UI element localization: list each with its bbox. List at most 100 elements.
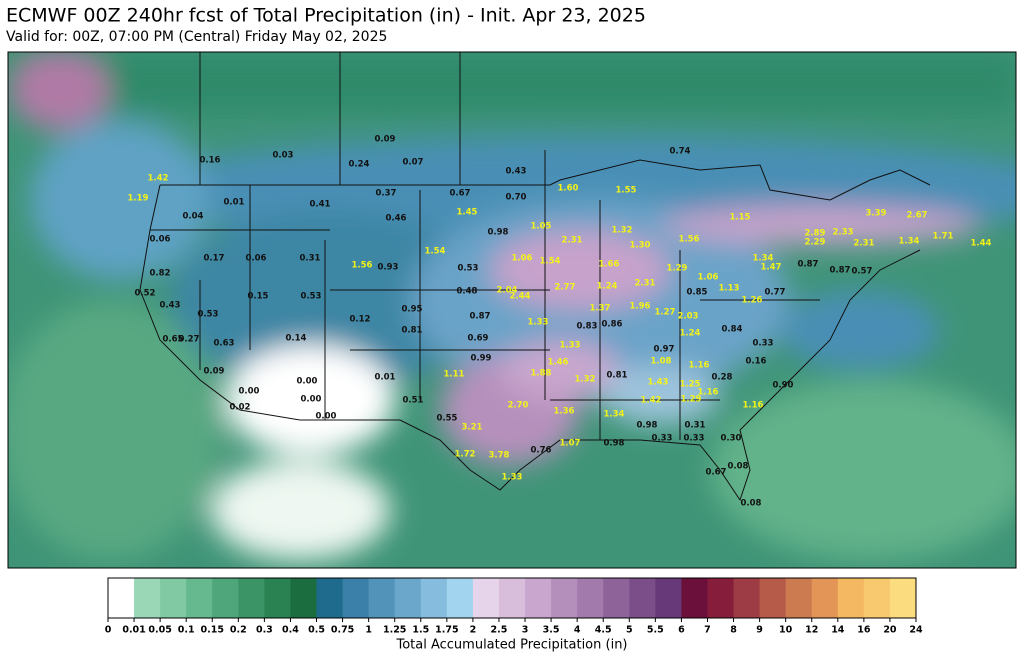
precip-label: 0.99 (471, 354, 492, 364)
precip-label: 0.33 (652, 434, 673, 444)
precip-label: 0.28 (712, 373, 733, 383)
precip-label: 0.09 (204, 367, 225, 377)
precip-label: 0.77 (765, 288, 786, 298)
colorbar-bin (394, 578, 422, 618)
precip-label: 2.29 (805, 238, 826, 248)
precip-label: 0.87 (798, 260, 819, 270)
colorbar-bin (342, 578, 370, 618)
colorbar-bin (368, 578, 396, 618)
colorbar-bin (889, 578, 917, 618)
precip-label: 0.63 (214, 339, 235, 349)
precip-label: 1.06 (698, 273, 719, 283)
precip-label: 1.36 (554, 407, 575, 417)
precip-label: 0.82 (150, 269, 171, 279)
colorbar-tick-label: 5.5 (647, 625, 664, 636)
precip-label: 2.67 (907, 211, 928, 221)
colorbar-bin (186, 578, 213, 618)
precip-label: 0.86 (602, 320, 623, 330)
map-frame (7, 51, 1017, 569)
precip-label: 1.66 (599, 260, 620, 270)
precip-label: 0.85 (687, 288, 708, 298)
precip-label: 2.03 (678, 312, 699, 322)
colorbar-bin (577, 578, 604, 618)
precip-label: 0.31 (300, 254, 321, 264)
colorbar-bin (134, 578, 161, 618)
precip-label: 0.30 (721, 434, 742, 444)
precip-label: 0.08 (741, 499, 762, 509)
precip-label: 0.41 (310, 200, 331, 210)
precip-label: 1.08 (651, 357, 672, 367)
precip-label: 2.31 (635, 279, 656, 289)
precip-label: 1.33 (528, 318, 549, 328)
precip-label: 2.33 (833, 228, 854, 238)
precip-label: 0.09 (375, 135, 396, 145)
precip-label: 2.89 (805, 229, 826, 239)
precip-label: 0.04 (183, 212, 204, 222)
colorbar-tick-label: 3.5 (543, 625, 560, 636)
precip-label: 1.25 (680, 380, 701, 390)
colorbar-tick-label: 0.4 (282, 625, 299, 636)
precip-label: 3.21 (462, 423, 483, 433)
colorbar-bin (108, 578, 135, 618)
colorbar-bin (238, 578, 265, 618)
precip-label: 1.33 (560, 341, 581, 351)
precip-label: 1.44 (971, 239, 992, 249)
precip-label: 1.16 (743, 401, 764, 411)
precip-label: 0.87 (470, 312, 491, 322)
precip-label: 1.88 (531, 369, 552, 379)
precip-label: 0.07 (403, 158, 424, 168)
precip-label: 1.16 (698, 388, 719, 398)
precip-label: 1.54 (425, 247, 446, 257)
precip-label: 0.98 (604, 439, 625, 449)
colorbar-bin (655, 578, 682, 618)
precip-label: 1.15 (730, 213, 751, 223)
precip-label: 2.31 (854, 239, 875, 249)
colorbar-bin (863, 578, 891, 618)
precip-label: 0.84 (722, 325, 743, 335)
precip-label: 1.34 (753, 254, 774, 264)
precip-label: 0.67 (450, 189, 471, 199)
precip-label: 0.24 (349, 160, 370, 170)
precip-label: 1.11 (444, 370, 465, 380)
colorbar-tick-label: 12 (805, 625, 818, 636)
precip-label: 0.31 (685, 421, 706, 431)
precip-label: 0.87 (830, 266, 851, 276)
precip-label: 0.81 (607, 371, 628, 381)
precip-label: 0.00 (239, 387, 260, 397)
colorbar-title: Total Accumulated Precipitation (in) (395, 638, 627, 653)
colorbar-bin (707, 578, 735, 618)
colorbar: 0 0.01 0.05 0.1 0.15 0.2 0.3 0.4 0.5 0.75 1 1.25 1.5… (105, 577, 923, 636)
precip-label: 0.69 (468, 334, 489, 344)
precip-label: 1.54 (540, 257, 561, 267)
precip-label: 0.02 (230, 403, 251, 413)
colorbar-bin (472, 578, 500, 618)
precip-label: 1.19 (128, 194, 149, 204)
precip-label: 0.90 (773, 381, 794, 391)
colorbar-tick-label: 4 (574, 625, 581, 636)
precip-label: 0.14 (286, 334, 307, 344)
precip-label: 1.55 (616, 186, 637, 196)
precip-label: 0.65 (163, 335, 184, 345)
precip-label: 2.77 (555, 283, 576, 293)
precip-label: 0.98 (488, 228, 509, 238)
precip-label: 1.56 (679, 235, 700, 245)
precip-label: 0.06 (150, 235, 171, 245)
colorbar-tick-label: 2.5 (491, 625, 508, 636)
colorbar-tick-label: 2 (470, 625, 477, 636)
precip-label: 1.60 (558, 184, 579, 194)
colorbar-tick-label: 0.5 (308, 625, 325, 636)
precip-label: 0.12 (350, 315, 371, 325)
precip-label: 0.43 (160, 301, 181, 311)
precip-label: 0.00 (316, 412, 337, 422)
precip-label: 1.71 (933, 232, 954, 242)
precip-label: 0.01 (224, 198, 245, 208)
colorbar-tick-label: 3 (522, 625, 529, 636)
colorbar-tick-label: 0.2 (230, 625, 247, 636)
precip-label: 0.33 (753, 339, 774, 349)
colorbar-tick-label: 0.01 (122, 625, 145, 636)
colorbar-bin (212, 578, 239, 618)
precip-label: 1.46 (548, 358, 569, 368)
colorbar-bin (837, 578, 865, 618)
precip-label: 0.93 (378, 263, 399, 273)
